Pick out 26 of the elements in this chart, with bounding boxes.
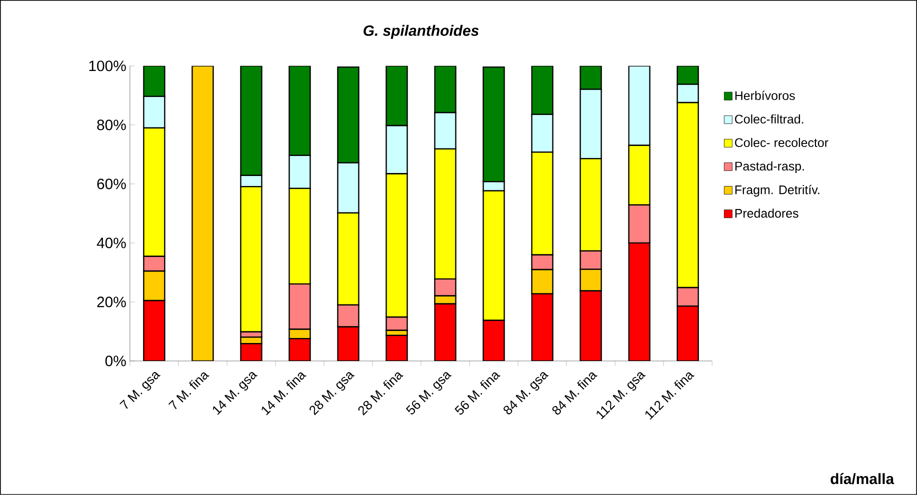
chart-title: G. spilanthoides: [364, 24, 479, 39]
x-tick-label: 28 M. fina: [358, 372, 404, 416]
y-tick-label: 40%: [96, 238, 126, 248]
x-tick-label: 56 M. fina: [454, 372, 500, 415]
legend-label: Colec- recolector: [735, 138, 828, 148]
x-tick-label: 14 M. gsa: [212, 372, 258, 415]
x-tick-label: 84 M. gsa: [504, 372, 549, 414]
y-tick-label: 80%: [97, 120, 126, 130]
legend-label: Fragm. Detritív.: [735, 184, 820, 197]
x-tick-label: 7 M. fina: [168, 372, 210, 410]
x-tick-label: 84 M. fina: [552, 372, 598, 415]
x-tick-label: 112 M. gsa: [596, 372, 646, 420]
x-tick-label: 28 M. gsa: [310, 372, 355, 416]
y-tick-label: 0%: [105, 356, 126, 366]
y-tick-label: 60%: [97, 178, 126, 190]
legend-label: Predadores: [735, 208, 798, 218]
y-tick-label: 20%: [97, 296, 126, 308]
legend-label: Colec-filtrad.: [735, 114, 804, 124]
x-tick-label: 7 M. gsa: [120, 372, 160, 409]
y-tick-label: 100%: [89, 60, 126, 72]
legend-label: Pastad-rasp.: [735, 161, 804, 174]
x-tick-label: 112 M. fina: [645, 372, 694, 420]
legend-label: Herbívoros: [735, 90, 795, 100]
x-tick-label: 56 M. gsa: [406, 372, 452, 414]
text: día/malla: [830, 473, 894, 484]
x-tick-label: 14 M. fina: [262, 372, 306, 416]
